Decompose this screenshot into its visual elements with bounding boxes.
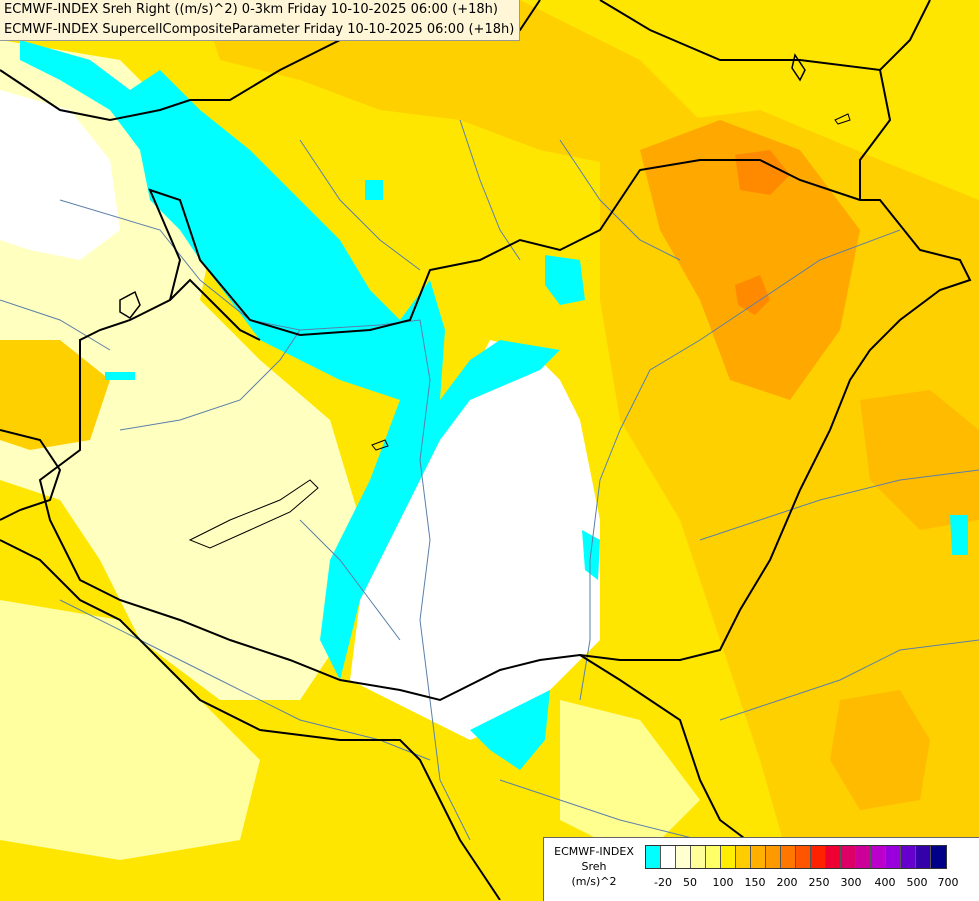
legend-tick-label: 500	[906, 876, 928, 889]
legend-tick-label: 400	[874, 876, 896, 889]
legend-swatch	[766, 846, 781, 868]
white-region-northwest	[0, 90, 120, 260]
legend-ticks: -20 50 100 150 200 250 300 400 500 700	[645, 876, 975, 890]
legend-tick-label: 50	[683, 876, 697, 889]
legend-swatch	[871, 846, 886, 868]
legend-tick-label: -20	[654, 876, 672, 889]
title-line-2: ECMWF-INDEX SupercellCompositeParameter …	[4, 22, 515, 37]
river-tisza	[579, 229, 901, 701]
border-island-1	[791, 53, 806, 82]
legend-tick-label: 250	[808, 876, 830, 889]
legend-swatch	[931, 846, 946, 868]
legend-swatch	[781, 846, 796, 868]
legend-swatch	[856, 846, 871, 868]
deep-orange-spot-2	[735, 275, 770, 315]
gold-region-north	[200, 0, 700, 170]
lake-small-1	[371, 439, 389, 451]
legend-swatch	[646, 846, 661, 868]
legend-swatch	[901, 846, 916, 868]
legend-swatch	[826, 846, 841, 868]
river-drava	[59, 599, 431, 761]
legend-swatch	[841, 846, 856, 868]
river-west-1	[0, 299, 111, 351]
border-hungary	[38, 159, 972, 702]
river-east-2	[719, 639, 979, 721]
orange-patch-southeast	[830, 690, 930, 810]
legend-title-line-1: ECMWF-INDEX	[554, 845, 634, 858]
border-northeast	[599, 0, 931, 72]
border-southwest	[0, 539, 501, 900]
legend-tick-label: 300	[840, 876, 862, 889]
cyan-patch-small-1	[365, 180, 383, 200]
legend-title-line-2: Sreh	[581, 860, 607, 873]
river-north-1	[299, 139, 421, 271]
cyan-patch-small-3	[950, 515, 968, 555]
legend-swatch	[721, 846, 736, 868]
river-danube	[59, 199, 471, 841]
legend-swatch	[811, 846, 826, 868]
legend-title-line-3: (m/s)^2	[571, 875, 617, 888]
deep-orange-spot-1	[735, 150, 790, 195]
river-north-3	[559, 139, 681, 261]
lake-small-2	[834, 113, 851, 125]
river-raba	[119, 329, 301, 431]
river-east-1	[699, 469, 979, 541]
pale-region-south	[0, 600, 260, 860]
legend-swatches	[645, 845, 947, 869]
legend-swatch	[691, 846, 706, 868]
legend-swatch	[736, 846, 751, 868]
cyan-patch-south	[470, 690, 550, 770]
legend-tick-label: 100	[712, 876, 734, 889]
border-inner-west	[169, 278, 261, 341]
gold-region-west	[0, 340, 110, 450]
legend-tick-label: 700	[937, 876, 959, 889]
map-title-box: ECMWF-INDEX Sreh Right ((m/s)^2) 0-3km F…	[0, 0, 520, 41]
legend-swatch	[676, 846, 691, 868]
cyan-patch-east	[545, 255, 585, 305]
lake-balaton	[188, 479, 319, 549]
legend-tick-label: 200	[776, 876, 798, 889]
river-sio	[299, 519, 401, 641]
legend-swatch	[796, 846, 811, 868]
border-east	[859, 69, 892, 200]
legend-swatch	[751, 846, 766, 868]
pale-region-southeast	[560, 700, 700, 860]
orange-patch-east	[860, 390, 979, 530]
legend-swatch	[706, 846, 721, 868]
border-west	[0, 429, 62, 521]
white-region-central	[350, 340, 600, 740]
orange-core-northeast	[640, 120, 860, 400]
legend-swatch	[916, 846, 931, 868]
legend-swatch	[661, 846, 676, 868]
cyan-patch-small-4	[105, 372, 135, 380]
border-lake-neusiedl	[119, 290, 141, 319]
title-line-1: ECMWF-INDEX Sreh Right ((m/s)^2) 0-3km F…	[4, 2, 498, 17]
legend-title: ECMWF-INDEX Sreh (m/s)^2	[548, 844, 640, 889]
color-legend: ECMWF-INDEX Sreh (m/s)^2 -20 50 100 150 200 2…	[543, 837, 979, 901]
legend-swatch	[886, 846, 901, 868]
legend-tick-label: 150	[744, 876, 766, 889]
